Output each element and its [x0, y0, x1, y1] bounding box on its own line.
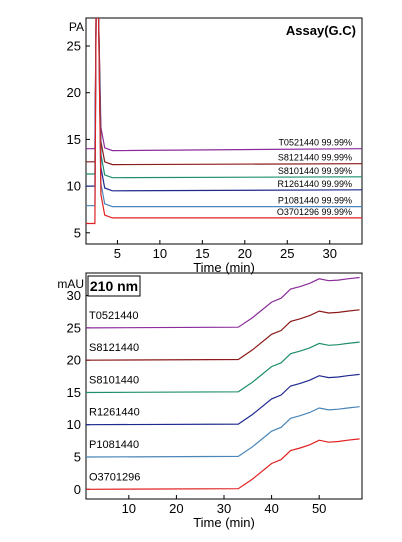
- series-line-R1261440: [85, 373, 360, 426]
- series-label-P1081440: P1081440: [89, 439, 139, 451]
- series-label-P1081440: P1081440 99.99%: [278, 196, 352, 206]
- series-line-S8101440: [85, 341, 360, 394]
- plot-frame: [85, 17, 363, 245]
- series-line-P1081440: [85, 406, 360, 458]
- x-tick-label: 30: [322, 246, 336, 261]
- series-label-S8101440: S8101440 99.99%: [278, 166, 352, 176]
- x-axis-label: Time (min): [193, 515, 255, 530]
- y-tick-label: 15: [67, 385, 81, 400]
- y-tick-label: 5: [74, 225, 81, 240]
- series-line-O3701296: [86, 18, 362, 225]
- series-line-S8121440: [85, 309, 360, 361]
- series-label-S8121440: S8121440: [89, 342, 139, 354]
- y-tick-label: 25: [67, 39, 81, 54]
- x-tick-label: 30: [217, 501, 231, 516]
- x-axis-label: Time (min): [193, 260, 255, 275]
- series-label-S8121440: S8121440 99.99%: [278, 153, 352, 163]
- x-tick-label: 20: [169, 501, 183, 516]
- y-tick-label: 20: [67, 353, 81, 368]
- x-tick-label: 25: [280, 246, 294, 261]
- y-tick-label: 20: [67, 85, 81, 100]
- x-tick-label: 5: [114, 246, 121, 261]
- series-label-R1261440: R1261440: [89, 407, 140, 419]
- y-tick-label: 10: [67, 417, 81, 432]
- chart-title: 210 nm: [90, 278, 138, 294]
- y-tick-label: 5: [74, 450, 81, 465]
- y-tick-label: 25: [67, 320, 81, 335]
- x-tick-label: 10: [153, 246, 167, 261]
- series-label-S8101440: S8101440: [89, 374, 139, 386]
- y-tick-label: 15: [67, 132, 81, 147]
- series-label-T0521440: T0521440: [89, 310, 139, 322]
- x-tick-label: 10: [122, 501, 136, 516]
- series-line-O3701296: [85, 438, 360, 490]
- y-tick-label: 10: [67, 179, 81, 194]
- x-tick-label: 15: [195, 246, 209, 261]
- chart-assay-gc: 5 10 15 20 25 30 5 10 15 20 25 Time (min) PA Assay(G.…: [67, 17, 363, 275]
- series-label-T0521440: T0521440 99.99%: [278, 138, 352, 148]
- y-unit-label: mAU: [57, 277, 84, 291]
- x-tick-label: 40: [264, 501, 278, 516]
- series-label-R1261440: R1261440 99.99%: [277, 179, 352, 189]
- series-label-O3701296: O3701296 99.99%: [277, 207, 352, 217]
- title-box: 210 nm: [87, 275, 141, 297]
- series-label-O3701296: O3701296: [89, 471, 140, 483]
- y-tick-label: 0: [74, 482, 81, 497]
- series-line-T0521440: [85, 276, 360, 329]
- x-tick-label: 50: [312, 501, 326, 516]
- y-unit-label: PA: [69, 20, 84, 34]
- y-tick-label: 30: [67, 288, 81, 303]
- chart-title: Assay(G.C): [286, 23, 356, 38]
- x-tick-label: 20: [238, 246, 252, 261]
